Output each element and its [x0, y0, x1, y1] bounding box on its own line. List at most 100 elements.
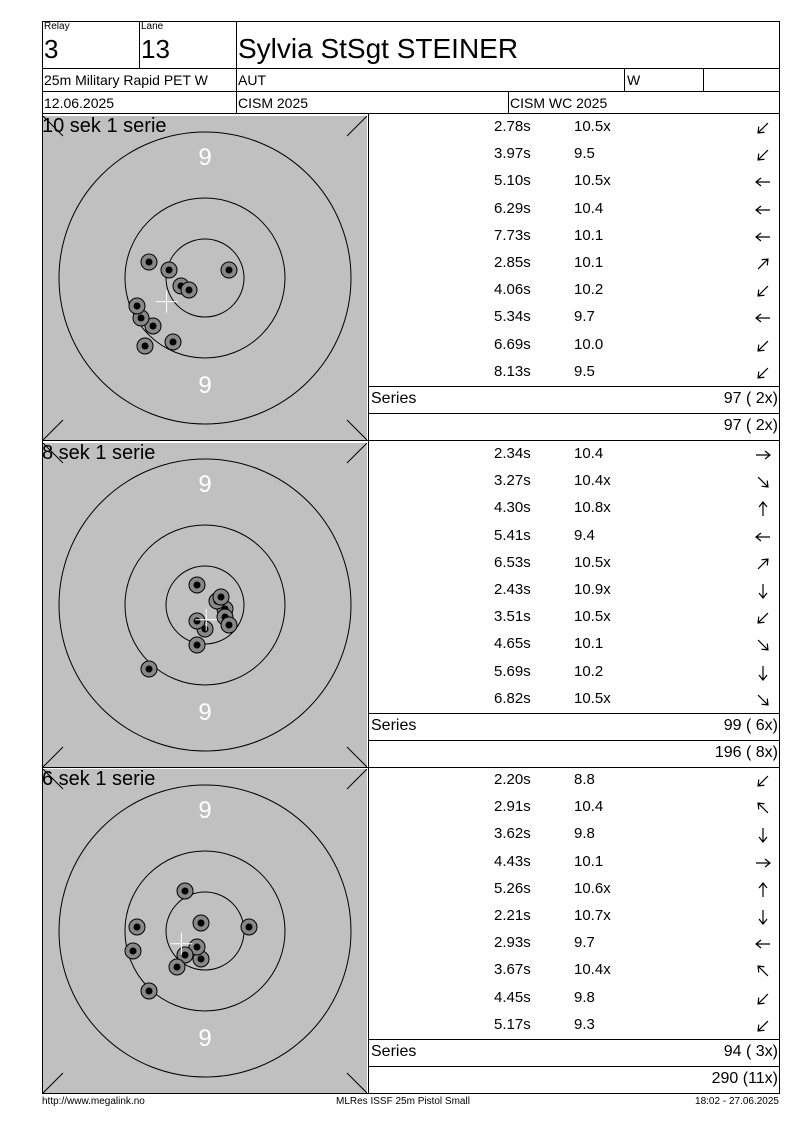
date: 12.06.2025	[44, 95, 115, 111]
shot-score: 10.2	[574, 662, 604, 680]
corner-tick	[346, 419, 367, 440]
shot-row: 6.53s 10.5x	[368, 550, 780, 577]
shot-impact	[128, 297, 146, 315]
shot-score: 10.8x	[574, 499, 611, 517]
divider	[42, 68, 780, 69]
shot-score: 10.9x	[574, 581, 611, 598]
corner-tick	[43, 746, 64, 767]
divider	[42, 113, 780, 114]
shot-time: 3.62s	[494, 825, 531, 843]
shot-row: 4.43s 10.1	[368, 849, 780, 876]
divider	[368, 767, 369, 1093]
shot-score: 9.4	[574, 526, 595, 544]
shot-direction-arrow-icon	[758, 881, 768, 897]
shot-impact	[136, 337, 154, 355]
shot-direction-arrow-icon	[757, 1020, 769, 1032]
shot-direction-arrow-icon	[755, 232, 770, 242]
shot-row: 2.85s 10.1	[368, 250, 780, 277]
relay-label: Relay	[44, 21, 70, 32]
stage-title: 10 sek 1 serie	[42, 115, 167, 137]
shot-score: 10.5x	[574, 172, 611, 190]
corner-tick	[346, 769, 367, 790]
shot-time: 2.78s	[494, 118, 531, 135]
target-ring	[124, 850, 286, 1012]
divider	[368, 441, 369, 767]
ring-number: 9	[198, 471, 211, 498]
shot-direction-arrow-icon	[757, 367, 769, 379]
shot-time: 8.13s	[494, 362, 531, 380]
shot-row: 5.10s 10.5x	[368, 168, 780, 195]
shot-direction-arrow-icon	[756, 450, 771, 460]
target-ring	[58, 784, 352, 1078]
shot-row: 2.43s 10.9x	[368, 577, 780, 604]
ring-number: 9	[198, 144, 211, 171]
shot-time: 2.34s	[494, 445, 531, 462]
running-total: 196 ( 8x)	[714, 744, 778, 761]
divider	[368, 413, 780, 414]
mean-impact-cross	[155, 290, 178, 313]
divider	[368, 114, 369, 440]
divider	[139, 21, 140, 69]
shot-time: 6.69s	[494, 335, 531, 353]
shot-direction-arrow-icon	[755, 313, 770, 323]
shot-direction-arrow-icon	[758, 828, 768, 844]
shot-time: 2.91s	[494, 798, 531, 816]
shot-score: 9.7	[574, 934, 595, 952]
shot-direction-arrow-icon	[757, 640, 769, 652]
shot-impact	[212, 588, 230, 606]
shot-time: 6.82s	[494, 689, 531, 707]
shot-row: 2.21s 10.7x	[368, 903, 780, 930]
footer-software: MLRes ISSF 25m Pistol Small	[336, 1096, 470, 1107]
shot-direction-arrow-icon	[757, 802, 769, 814]
corner-tick	[43, 116, 64, 137]
shot-impact	[140, 253, 158, 271]
footer-url: http://www.megalink.no	[42, 1096, 145, 1107]
shot-time: 6.29s	[494, 199, 531, 217]
shot-row: 2.78s 10.5x	[368, 114, 780, 141]
target-ring	[165, 238, 245, 318]
shot-row: 5.69s 10.2	[368, 659, 780, 686]
corner-tick	[43, 1072, 64, 1093]
ring-number: 9	[198, 797, 211, 824]
shot-row: 3.27s 10.4x	[368, 468, 780, 495]
relay-number: 3	[44, 34, 59, 64]
shot-score: 8.8	[574, 771, 595, 788]
shot-row: 8.13s 9.5	[368, 359, 780, 386]
shot-time: 3.67s	[494, 961, 531, 979]
divider	[236, 21, 237, 69]
running-total: 97 ( 2x)	[723, 417, 778, 434]
corner-tick	[43, 769, 64, 790]
shot-time: 6.53s	[494, 553, 531, 571]
shot-score: 10.4x	[574, 961, 611, 979]
divider	[42, 91, 780, 92]
shot-score: 10.4x	[574, 472, 611, 490]
shot-impact	[144, 317, 162, 335]
shot-impact	[220, 616, 238, 634]
shot-direction-arrow-icon	[757, 122, 769, 134]
shot-impact	[124, 942, 142, 960]
shot-row: 4.06s 10.2	[368, 277, 780, 304]
running-total: 290 (11x)	[711, 1070, 778, 1087]
shot-time: 5.41s	[494, 526, 531, 544]
shot-time: 4.43s	[494, 852, 531, 870]
shot-time: 3.97s	[494, 145, 531, 163]
shot-score: 10.5x	[574, 118, 611, 135]
divider	[368, 1066, 780, 1067]
shot-score: 10.2	[574, 281, 604, 299]
corner-tick	[346, 1072, 367, 1093]
shot-time: 5.17s	[494, 1015, 531, 1033]
shot-score: 10.5x	[574, 689, 611, 707]
divider	[368, 386, 780, 387]
target-ring	[58, 458, 352, 752]
divider	[624, 68, 625, 91]
lane-number: 13	[141, 34, 170, 64]
shot-time: 7.73s	[494, 226, 531, 244]
shot-impact	[188, 612, 206, 630]
shot-direction-arrow-icon	[757, 694, 769, 706]
shot-impact	[188, 576, 206, 594]
shot-time: 2.85s	[494, 254, 531, 271]
shot-direction-arrow-icon	[757, 965, 769, 977]
match-name: CISM WC 2025	[510, 95, 608, 111]
shot-time: 4.06s	[494, 281, 531, 299]
